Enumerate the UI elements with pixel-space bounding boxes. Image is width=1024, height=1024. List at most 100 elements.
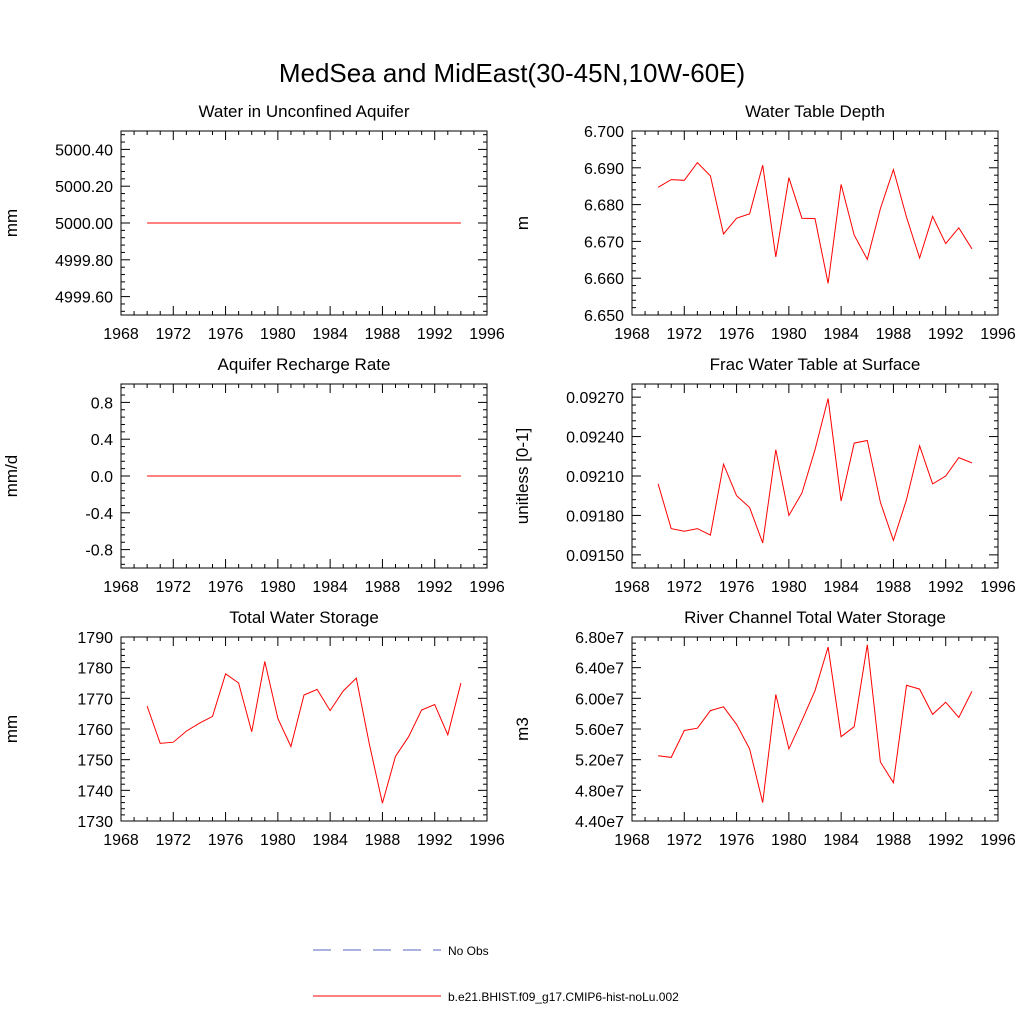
x-tick-label: 1992 [417,579,453,596]
x-tick-label: 1988 [365,832,401,849]
x-tick-label: 1980 [771,832,807,849]
x-tick-label: 1996 [980,579,1016,596]
x-tick-label: 1992 [928,326,964,343]
x-tick-label: 1976 [719,579,755,596]
y-tick-label: 5000.00 [55,216,113,233]
x-tick-label: 1992 [928,832,964,849]
y-tick-label: 1740 [77,783,113,800]
y-tick-label: 4.80e7 [575,783,624,800]
y-tick-label: 6.680 [584,198,624,215]
x-tick-label: 1972 [666,326,702,343]
y-tick-label: 1790 [77,630,113,647]
x-tick-label: 1980 [260,326,296,343]
y-axis-label: mm [2,209,21,237]
y-axis-label: mm/d [2,455,21,498]
x-tick-label: 1976 [208,579,244,596]
panel-title: Frac Water Table at Surface [710,355,921,374]
y-tick-label: 4999.80 [55,253,113,270]
x-tick-label: 1988 [365,579,401,596]
y-tick-label: 0.4 [91,432,113,449]
legend-label-1: No Obs [448,944,489,958]
x-tick-label: 1996 [469,326,505,343]
x-tick-label: 1988 [876,326,912,343]
y-tick-label: 6.00e7 [575,691,624,708]
x-tick-label: 1992 [417,832,453,849]
x-tick-label: 1980 [260,832,296,849]
x-tick-label: 1996 [980,326,1016,343]
panel-title: Water Table Depth [745,102,885,121]
chart-panels: Water in Unconfined Aquifer mm 1968 1972 197… [2,102,1016,849]
x-tick-label: 1972 [155,326,191,343]
y-tick-label: 0.8 [91,395,113,412]
x-tick-label: 1984 [823,832,859,849]
x-tick-label: 1976 [719,326,755,343]
x-tick-label: 1996 [980,832,1016,849]
legend-label-2: b.e21.BHIST.f09_g17.CMIP6-hist-noLu.002 [448,990,679,1004]
y-tick-label: 5000.20 [55,179,113,196]
series-line [146,661,462,804]
x-tick-label: 1972 [666,579,702,596]
x-tick-label: 1984 [312,579,348,596]
y-tick-label: 0.09270 [566,390,624,407]
x-tick-label: 1968 [614,832,650,849]
y-tick-label: 1750 [77,753,113,770]
y-axis-label: m3 [513,717,532,741]
y-tick-label: 1760 [77,722,113,739]
y-tick-label: 0.09180 [566,508,624,525]
plot-frame [120,636,488,822]
y-axis-label: mm [2,715,21,743]
y-tick-label: 1770 [77,691,113,708]
y-tick-label: 4.40e7 [575,814,624,831]
panel-6: River Channel Total Water Storage m3 1968 1… [513,608,1016,849]
y-axis-label: unitless [0-1] [513,428,532,524]
x-tick-label: 1968 [103,832,139,849]
x-tick-label: 1976 [208,326,244,343]
plot-frame [631,636,999,822]
x-tick-label: 1992 [417,326,453,343]
x-tick-label: 1988 [876,579,912,596]
x-tick-label: 1980 [771,326,807,343]
panel-title: River Channel Total Water Storage [684,608,946,627]
plot-frame [631,383,999,569]
y-tick-label: 5000.40 [55,142,113,159]
x-tick-label: 1988 [365,326,401,343]
x-tick-label: 1984 [823,579,859,596]
x-tick-label: 1988 [876,832,912,849]
figure-title: MedSea and MidEast(30-45N,10W-60E) [279,58,745,88]
series-line [657,161,973,284]
x-tick-label: 1968 [103,326,139,343]
x-tick-label: 1968 [614,326,650,343]
y-tick-label: 1780 [77,661,113,678]
y-tick-label: 0.09150 [566,548,624,565]
x-tick-label: 1996 [469,832,505,849]
y-tick-label: 6.700 [584,124,624,141]
panel-title: Total Water Storage [229,608,379,627]
x-tick-label: 1984 [312,326,348,343]
panel-2: Water Table Depth m 1968 1972 1976 1980 1984 19… [513,102,1016,343]
panel-title: Aquifer Recharge Rate [218,355,391,374]
y-tick-label: 5.60e7 [575,722,624,739]
x-tick-label: 1984 [312,832,348,849]
y-tick-label: -0.8 [85,543,113,560]
x-tick-label: 1968 [103,579,139,596]
x-tick-label: 1976 [208,832,244,849]
y-tick-label: 0.09210 [566,469,624,486]
x-tick-label: 1976 [719,832,755,849]
x-tick-label: 1992 [928,579,964,596]
y-tick-label: -0.4 [85,506,113,523]
panel-5: Total Water Storage mm 1968 1972 1976 1980 198… [2,608,505,849]
panel-title: Water in Unconfined Aquifer [198,102,409,121]
series-line [658,644,973,803]
y-tick-label: 6.690 [584,161,624,178]
y-tick-label: 0.0 [91,469,113,486]
panel-1: Water in Unconfined Aquifer mm 1968 1972 197… [2,102,505,343]
y-tick-label: 6.670 [584,234,624,251]
y-tick-label: 6.650 [584,308,624,325]
series-line [657,398,973,544]
y-tick-label: 1730 [77,814,113,831]
x-tick-label: 1972 [666,832,702,849]
y-tick-label: 0.09240 [566,430,624,447]
y-tick-label: 6.80e7 [575,630,624,647]
x-tick-label: 1980 [260,579,296,596]
